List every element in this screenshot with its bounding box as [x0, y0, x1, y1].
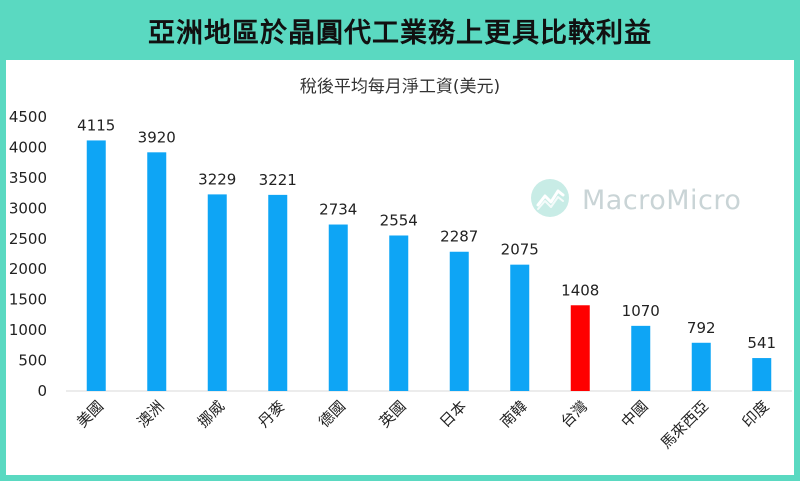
watermark-text: MacroMicro [582, 184, 742, 216]
data-label: 2734 [319, 201, 357, 219]
y-tick-label: 3000 [9, 199, 47, 217]
category-label: 日本 [436, 397, 470, 431]
page-title: 亞洲地區於晶圓代工業務上更具比較利益 [148, 17, 652, 49]
bar [631, 325, 651, 391]
bar [207, 194, 227, 391]
watermark: MacroMicro [530, 178, 741, 222]
y-tick-label: 2500 [9, 230, 47, 248]
chart-title: 稅後平均每月淨工資(美元) [299, 77, 501, 97]
bar [147, 152, 167, 391]
y-tick-label: 3500 [9, 169, 47, 187]
y-tick-label: 4000 [9, 138, 47, 156]
bar [510, 264, 530, 391]
category-label: 美國 [73, 397, 107, 431]
data-label: 2554 [380, 211, 418, 229]
bar [752, 358, 772, 391]
bar [328, 224, 348, 391]
category-label: 印度 [739, 397, 773, 431]
data-label: 2287 [440, 228, 478, 246]
data-label: 1408 [561, 281, 599, 299]
bar [86, 140, 106, 391]
y-tick-label: 0 [37, 382, 47, 400]
category-label: 英國 [376, 397, 410, 431]
data-label: 1070 [622, 302, 660, 320]
category-label: 澳洲 [134, 397, 168, 431]
y-tick-label: 4500 [9, 108, 47, 126]
category-label: 馬來西亞 [657, 397, 712, 452]
header-banner: 亞洲地區於晶圓代工業務上更具比較利益 [0, 0, 800, 60]
category-label: 中國 [618, 397, 652, 431]
data-label: 541 [747, 334, 776, 352]
category-label: 南韓 [497, 397, 531, 431]
y-tick-label: 500 [18, 352, 47, 370]
y-tick-label: 2000 [9, 260, 47, 278]
data-label: 2075 [501, 241, 539, 259]
data-label: 3920 [138, 128, 176, 146]
data-label: 4115 [77, 116, 115, 134]
bar [268, 194, 288, 391]
y-tick-label: 1000 [9, 321, 47, 339]
y-tick-label: 1500 [9, 291, 47, 309]
bar [691, 342, 711, 391]
data-label: 792 [687, 319, 716, 337]
category-label: 德國 [315, 397, 349, 431]
bar [570, 305, 590, 391]
bar [389, 235, 409, 391]
data-label: 3221 [259, 171, 297, 189]
bar [449, 251, 469, 391]
category-label: 挪威 [194, 397, 228, 431]
category-label: 丹麥 [255, 397, 289, 431]
data-label: 3229 [198, 170, 236, 188]
macromicro-logo-icon [530, 178, 570, 222]
category-label: 台灣 [557, 397, 591, 431]
